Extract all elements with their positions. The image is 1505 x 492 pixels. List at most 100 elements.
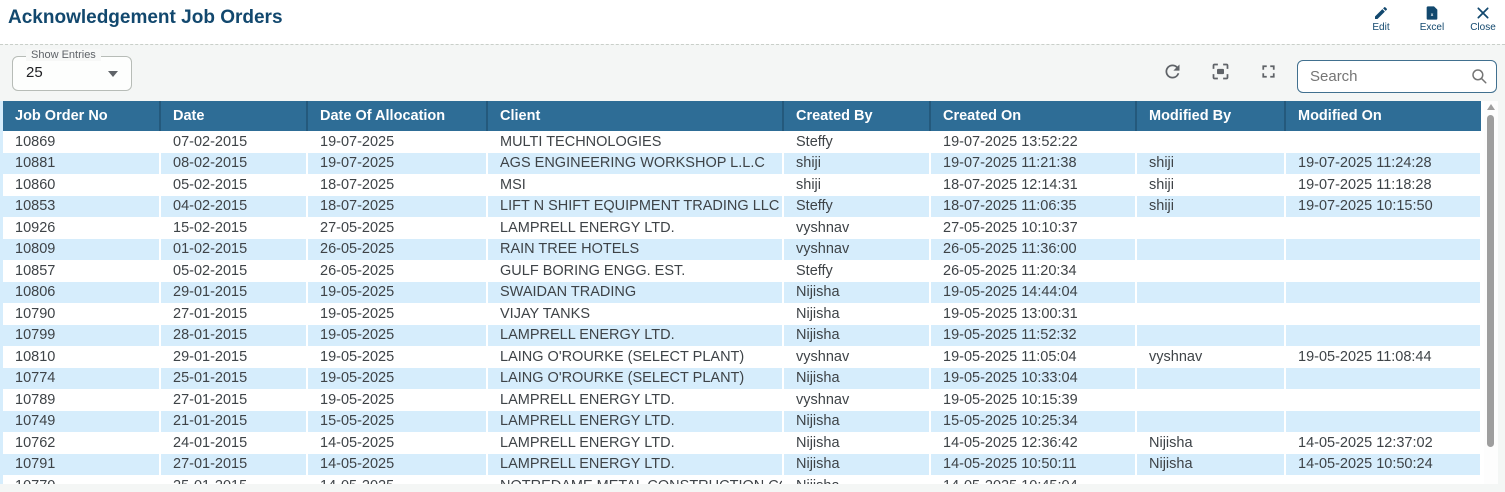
cell-created_by: vyshnav [783, 346, 931, 368]
cell-job_order_no: 10790 [3, 303, 161, 325]
cell-job_order_no: 10809 [3, 238, 161, 260]
close-button[interactable]: Close [1464, 5, 1502, 33]
cell-modified_on [1285, 238, 1482, 260]
cell-modified_by [1136, 303, 1286, 325]
cell-created_by: shiji [783, 174, 931, 196]
search-input[interactable] [1310, 62, 1465, 90]
column-header-client[interactable]: Client [487, 101, 784, 131]
cell-modified_by [1136, 217, 1286, 239]
table-row[interactable]: 10860 05-02-2015 18-07-2025 MSI shiji 18-07-2… [3, 174, 1482, 196]
column-header-created_on[interactable]: Created On [930, 101, 1137, 131]
cell-created_on: 26-05-2025 11:36:00 [930, 238, 1137, 260]
cell-date_of_allocation: 19-05-2025 [307, 367, 488, 389]
cell-client: MSI [487, 174, 784, 196]
refresh-icon[interactable] [1161, 61, 1183, 83]
cell-created_by: vyshnav [783, 389, 931, 411]
cell-modified_by: Nijisha [1136, 432, 1286, 454]
column-header-date[interactable]: Date [160, 101, 308, 131]
cell-modified_on [1285, 217, 1482, 239]
cell-job_order_no: 10774 [3, 367, 161, 389]
cell-modified_by: Nijisha [1136, 453, 1286, 475]
table-row[interactable]: 10806 29-01-2015 19-05-2025 SWAIDAN TRADING… [3, 281, 1482, 303]
cell-job_order_no: 10806 [3, 281, 161, 303]
column-header-modified_by[interactable]: Modified By [1136, 101, 1286, 131]
cell-created_by: Steffy [783, 131, 931, 153]
cell-client: SWAIDAN TRADING [487, 281, 784, 303]
table-row[interactable]: 10789 27-01-2015 19-05-2025 LAMPRELL ENERGY… [3, 389, 1482, 411]
scrollbar-thumb[interactable] [1487, 115, 1494, 447]
cell-client: LAING O'ROURKE (SELECT PLANT) [487, 346, 784, 368]
cell-job_order_no: 10749 [3, 410, 161, 432]
column-header-date_of_allocation[interactable]: Date Of Allocation [307, 101, 488, 131]
show-entries-select[interactable]: Show Entries 25 [12, 49, 132, 91]
cell-modified_on [1285, 410, 1482, 432]
table-row[interactable]: 10791 27-01-2015 14-05-2025 LAMPRELL ENERGY… [3, 453, 1482, 475]
cell-job_order_no: 10789 [3, 389, 161, 411]
cell-modified_by: shiji [1136, 152, 1286, 174]
cell-date: 01-02-2015 [160, 238, 308, 260]
cell-date_of_allocation: 19-05-2025 [307, 346, 488, 368]
cell-client: LAMPRELL ENERGY LTD. [487, 389, 784, 411]
header-actions: Edit x Excel Close [1362, 5, 1502, 33]
table-row[interactable]: 10749 21-01-2015 15-05-2025 LAMPRELL ENERGY… [3, 410, 1482, 432]
table-row[interactable]: 10790 27-01-2015 19-05-2025 VIJAY TANKS Niji… [3, 303, 1482, 325]
table-row[interactable]: 10881 08-02-2015 19-07-2025 AGS ENGINEERING… [3, 152, 1482, 174]
cell-created_on: 18-07-2025 11:06:35 [930, 195, 1137, 217]
cell-created_by: Nijisha [783, 281, 931, 303]
table-row[interactable]: 10857 05-02-2015 26-05-2025 GULF BORING ENG… [3, 260, 1482, 282]
cell-client: LAMPRELL ENERGY LTD. [487, 410, 784, 432]
cell-modified_on [1285, 260, 1482, 282]
column-header-created_by[interactable]: Created By [783, 101, 931, 131]
actual-size-icon[interactable] [1209, 61, 1231, 83]
table-row[interactable]: 10810 29-01-2015 19-05-2025 LAING O'ROURKE … [3, 346, 1482, 368]
table-row[interactable]: 10774 25-01-2015 19-05-2025 LAING O'ROURKE … [3, 367, 1482, 389]
cell-client: LAING O'ROURKE (SELECT PLANT) [487, 367, 784, 389]
cell-created_by: Nijisha [783, 453, 931, 475]
cell-modified_by: shiji [1136, 174, 1286, 196]
cell-created_by: Steffy [783, 260, 931, 282]
excel-button-label: Excel [1419, 22, 1445, 33]
cell-client: LAMPRELL ENERGY LTD. [487, 324, 784, 346]
cell-modified_by [1136, 324, 1286, 346]
vertical-scrollbar[interactable] [1484, 101, 1498, 484]
cell-job_order_no: 10791 [3, 453, 161, 475]
cell-modified_by: shiji [1136, 195, 1286, 217]
excel-button[interactable]: x Excel [1413, 5, 1451, 33]
cell-date: 04-02-2015 [160, 195, 308, 217]
cell-date_of_allocation: 15-05-2025 [307, 410, 488, 432]
cell-date_of_allocation: 14-05-2025 [307, 475, 488, 484]
edit-button[interactable]: Edit [1362, 5, 1400, 33]
excel-file-icon: x [1424, 5, 1440, 21]
cell-created_on: 14-05-2025 12:36:42 [930, 432, 1137, 454]
column-header-job_order_no[interactable]: Job Order No [3, 101, 161, 131]
show-entries-label: Show Entries [26, 49, 101, 61]
cell-date_of_allocation: 27-05-2025 [307, 217, 488, 239]
table-row[interactable]: 10853 04-02-2015 18-07-2025 LIFT N SHIFT EQ… [3, 195, 1482, 217]
table-row[interactable]: 10762 24-01-2015 14-05-2025 LAMPRELL ENERGY… [3, 432, 1482, 454]
table-row[interactable]: 10799 28-01-2015 19-05-2025 LAMPRELL ENERGY… [3, 324, 1482, 346]
cell-date: 15-02-2015 [160, 217, 308, 239]
cell-modified_by: vyshnav [1136, 346, 1286, 368]
table-row[interactable]: 10809 01-02-2015 26-05-2025 RAIN TREE HOTEL… [3, 238, 1482, 260]
cell-date: 07-02-2015 [160, 131, 308, 153]
cell-created_by: shiji [783, 152, 931, 174]
cell-date: 05-02-2015 [160, 174, 308, 196]
cell-modified_on: 14-05-2025 12:37:02 [1285, 432, 1482, 454]
show-entries-value: 25 [26, 64, 43, 81]
edit-pencil-icon [1373, 5, 1389, 21]
cell-client: LAMPRELL ENERGY LTD. [487, 432, 784, 454]
cell-created_on: 19-05-2025 10:33:04 [930, 367, 1137, 389]
cell-date_of_allocation: 26-05-2025 [307, 260, 488, 282]
cell-date_of_allocation: 19-05-2025 [307, 389, 488, 411]
fullscreen-icon[interactable] [1257, 61, 1279, 83]
column-header-modified_on[interactable]: Modified On [1285, 101, 1481, 131]
table-row[interactable]: 10869 07-02-2015 19-07-2025 MULTI TECHNOLOG… [3, 131, 1482, 153]
cell-date: 27-01-2015 [160, 389, 308, 411]
svg-text:x: x [1431, 12, 1434, 17]
cell-job_order_no: 10799 [3, 324, 161, 346]
table-row[interactable]: 10926 15-02-2015 27-05-2025 LAMPRELL ENERGY… [3, 217, 1482, 239]
scroll-up-arrow-icon[interactable] [1487, 104, 1495, 110]
cell-modified_on: 19-07-2025 11:24:28 [1285, 152, 1482, 174]
cell-created_by: Nijisha [783, 367, 931, 389]
